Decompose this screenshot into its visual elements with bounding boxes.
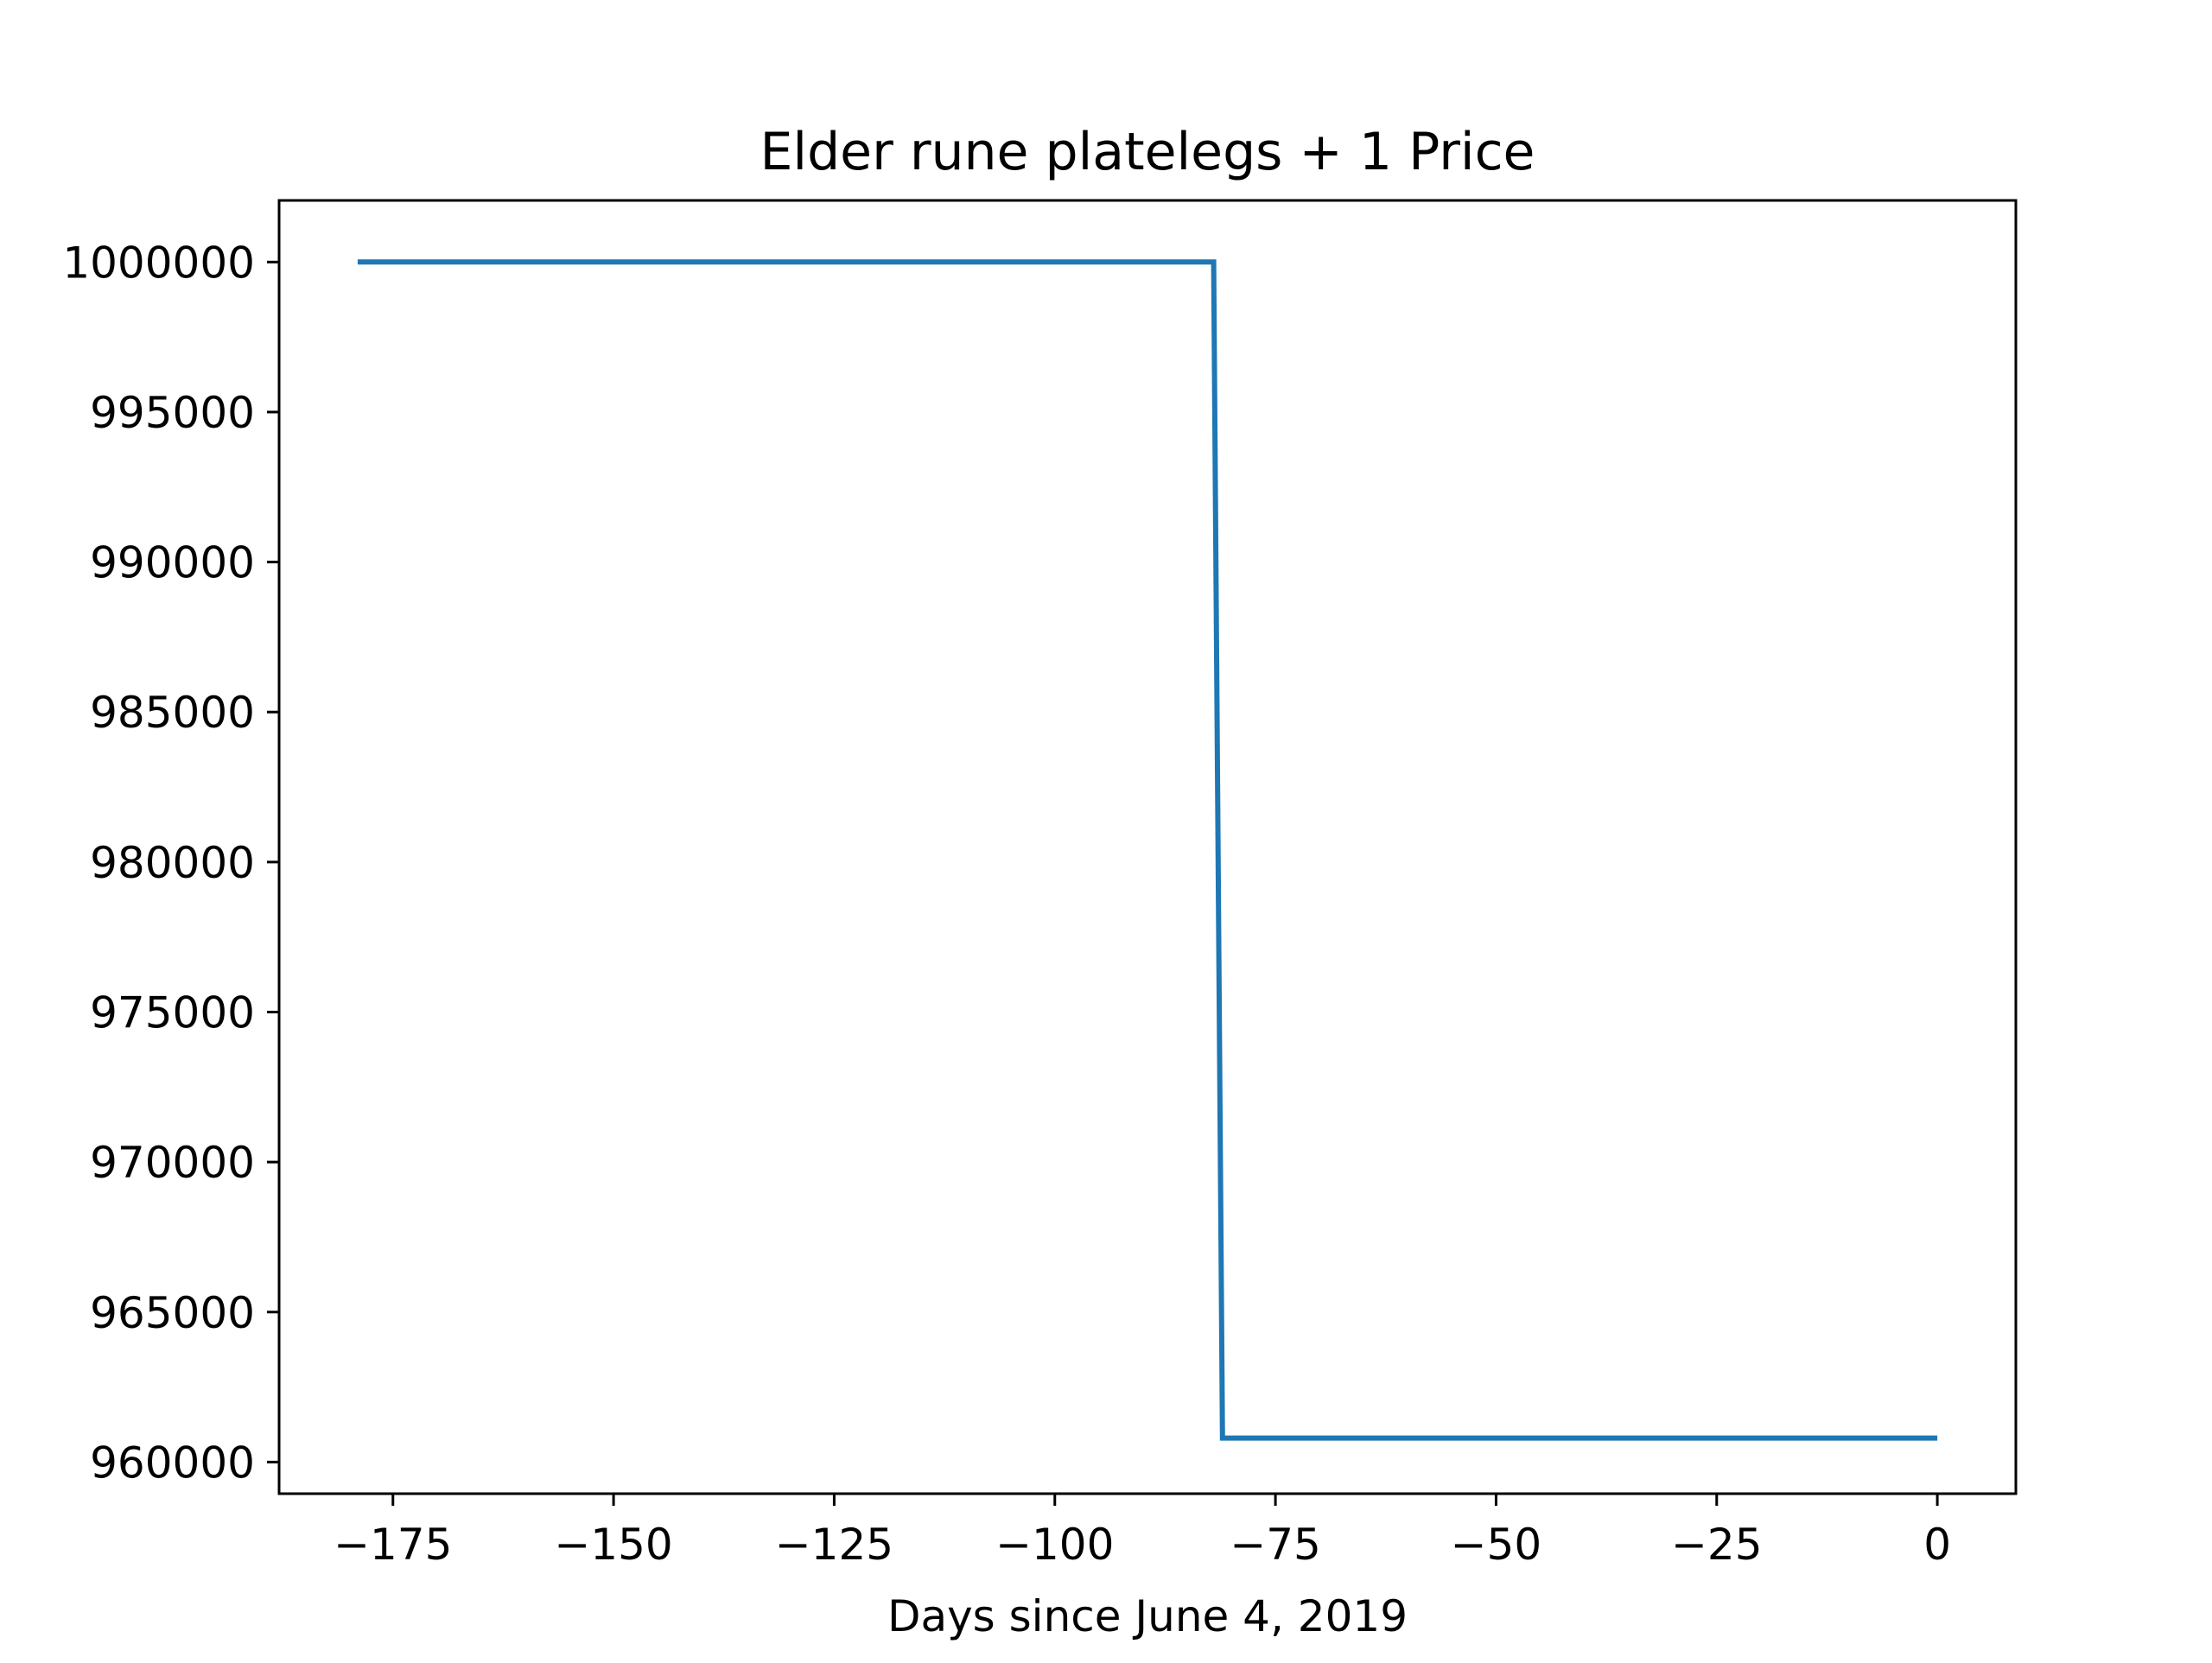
chart-title: Elder rune platelegs + 1 Price: [760, 122, 1535, 182]
x-tick-label: −125: [775, 1520, 893, 1570]
x-axis: −175 −150 −125 −100 −75 −50 −25 0: [334, 1494, 1951, 1570]
x-tick-label: −50: [1451, 1520, 1542, 1570]
x-tick-label: −150: [554, 1520, 672, 1570]
y-tick-label: 995000: [90, 388, 255, 438]
y-axis: 960000 965000 970000 975000 980000 985000 9900…: [62, 238, 279, 1488]
y-tick-label: 980000: [90, 838, 255, 888]
x-tick-label: −25: [1671, 1520, 1763, 1570]
y-tick-label: 975000: [90, 987, 255, 1038]
y-tick-label: 960000: [90, 1438, 255, 1488]
y-tick-label: 965000: [90, 1288, 255, 1338]
x-axis-label: Days since June 4, 2019: [887, 1591, 1408, 1641]
y-tick-label: 985000: [90, 688, 255, 738]
price-series-line: [357, 259, 1938, 1441]
y-tick-label: 970000: [90, 1138, 255, 1188]
plot-area: [357, 259, 1938, 1441]
y-tick-label: 1000000: [62, 238, 255, 288]
x-tick-label: −75: [1230, 1520, 1321, 1570]
plot-frame: [277, 199, 2018, 1495]
x-tick-label: −100: [995, 1520, 1114, 1570]
x-tick-label: −175: [334, 1520, 452, 1570]
x-tick-label: 0: [1923, 1520, 1951, 1570]
y-tick-label: 990000: [90, 538, 255, 588]
